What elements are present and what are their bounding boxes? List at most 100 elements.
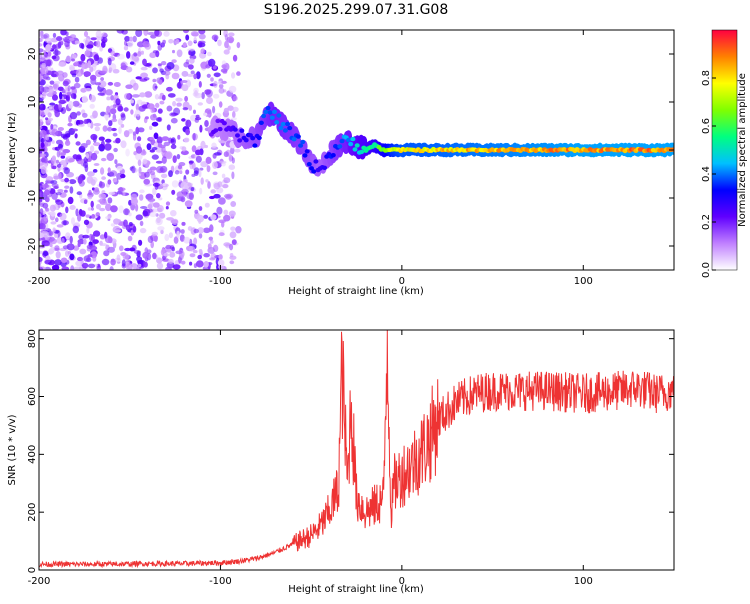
noise-speckle bbox=[63, 167, 69, 171]
noise-speckle bbox=[187, 48, 196, 52]
noise-speckle bbox=[39, 48, 44, 53]
x-tick-label: 100 bbox=[574, 276, 593, 287]
noise-speckle bbox=[134, 109, 141, 117]
noise-speckle bbox=[171, 72, 180, 80]
noise-speckle bbox=[93, 163, 100, 166]
noise-speckle bbox=[169, 245, 175, 250]
noise-speckle bbox=[53, 185, 60, 190]
noise-speckle bbox=[55, 192, 62, 196]
noise-speckle bbox=[95, 40, 101, 48]
noise-speckle bbox=[44, 259, 52, 265]
noise-speckle bbox=[232, 106, 239, 112]
noise-speckle bbox=[57, 127, 64, 131]
noise-speckle bbox=[159, 212, 166, 219]
noise-speckle bbox=[93, 54, 100, 62]
noise-speckle bbox=[54, 233, 58, 238]
noise-speckle bbox=[105, 89, 113, 96]
noise-speckle bbox=[104, 111, 110, 116]
noise-speckle bbox=[92, 169, 98, 173]
noise-speckle bbox=[168, 39, 174, 44]
colorbar-tick-label: 0.2 bbox=[701, 214, 712, 230]
noise-speckle bbox=[90, 74, 97, 81]
noise-speckle bbox=[153, 132, 159, 140]
noise-speckle bbox=[206, 73, 211, 78]
noise-speckle bbox=[192, 132, 196, 141]
noise-speckle bbox=[80, 53, 86, 62]
noise-speckle bbox=[69, 66, 75, 71]
noise-speckle bbox=[204, 202, 210, 208]
colorbar: 0.0 0.2 0.4 0.6 0.8 Normalized spectral ampl… bbox=[701, 29, 748, 278]
noise-speckle bbox=[100, 140, 105, 148]
noise-speckle bbox=[71, 217, 75, 225]
noise-speckle bbox=[213, 93, 220, 99]
noise-speckle bbox=[139, 220, 144, 227]
noise-speckle bbox=[203, 253, 210, 258]
noise-speckle bbox=[175, 39, 180, 44]
noise-speckle bbox=[39, 115, 44, 123]
noise-speckle bbox=[68, 179, 77, 185]
noise-speckle bbox=[60, 178, 66, 183]
noise-speckle bbox=[44, 266, 52, 270]
x-tick-label: -100 bbox=[209, 276, 232, 287]
noise-speckle bbox=[131, 94, 140, 98]
noise-speckle bbox=[91, 207, 94, 211]
noise-speckle bbox=[183, 236, 191, 244]
noise-speckle bbox=[112, 132, 118, 137]
noise-speckle bbox=[106, 105, 111, 114]
noise-speckle bbox=[198, 33, 206, 40]
noise-speckle bbox=[205, 89, 213, 98]
noise-speckle bbox=[74, 40, 81, 45]
ridge-point bbox=[250, 136, 256, 141]
colorbar-tick-label: 0.4 bbox=[701, 166, 712, 182]
noise-speckle bbox=[197, 227, 205, 234]
noise-speckle bbox=[49, 243, 53, 248]
x-tick-label: 0 bbox=[399, 276, 405, 287]
noise-speckle bbox=[127, 39, 134, 48]
noise-speckle bbox=[140, 66, 148, 71]
noise-speckle bbox=[128, 212, 132, 217]
noise-speckle bbox=[157, 63, 162, 67]
noise-speckle bbox=[142, 58, 147, 66]
noise-speckle bbox=[194, 92, 202, 99]
noise-speckle bbox=[117, 53, 125, 60]
noise-speckle bbox=[161, 179, 165, 184]
noise-speckle bbox=[39, 103, 46, 111]
noise-speckle bbox=[51, 128, 59, 137]
noise-speckle bbox=[67, 122, 73, 127]
noise-speckle bbox=[162, 182, 166, 187]
noise-speckle bbox=[126, 51, 131, 59]
noise-speckle bbox=[51, 140, 55, 144]
noise-speckle bbox=[223, 151, 229, 158]
noise-speckle bbox=[89, 233, 93, 242]
noise-speckle bbox=[181, 146, 187, 152]
noise-speckle bbox=[68, 37, 75, 42]
noise-speckle bbox=[103, 250, 110, 257]
noise-speckle bbox=[203, 227, 211, 234]
noise-speckle bbox=[45, 176, 54, 182]
noise-speckle bbox=[165, 151, 173, 160]
noise-speckle bbox=[210, 214, 217, 221]
noise-speckle bbox=[111, 127, 117, 132]
noise-speckle bbox=[194, 209, 199, 214]
noise-speckle bbox=[51, 55, 57, 60]
noise-speckle bbox=[230, 201, 237, 207]
noise-speckle bbox=[53, 104, 59, 111]
noise-speckle bbox=[110, 258, 116, 266]
noise-speckle bbox=[62, 72, 68, 78]
noise-speckle bbox=[94, 82, 102, 86]
noise-speckle bbox=[40, 166, 47, 175]
noise-speckle bbox=[113, 229, 122, 233]
noise-speckle bbox=[140, 72, 149, 79]
noise-speckle bbox=[213, 193, 221, 199]
snr-series-line bbox=[38, 329, 675, 569]
noise-speckle bbox=[124, 93, 131, 100]
noise-speckle bbox=[170, 210, 177, 217]
noise-speckle bbox=[39, 125, 43, 130]
noise-speckle bbox=[58, 72, 63, 77]
y-tick-label: 10 bbox=[27, 96, 38, 109]
noise-speckle bbox=[203, 261, 209, 268]
ridge-point bbox=[337, 144, 343, 149]
noise-speckle bbox=[101, 157, 107, 162]
noise-speckle bbox=[135, 146, 143, 154]
noise-speckle bbox=[89, 103, 95, 109]
